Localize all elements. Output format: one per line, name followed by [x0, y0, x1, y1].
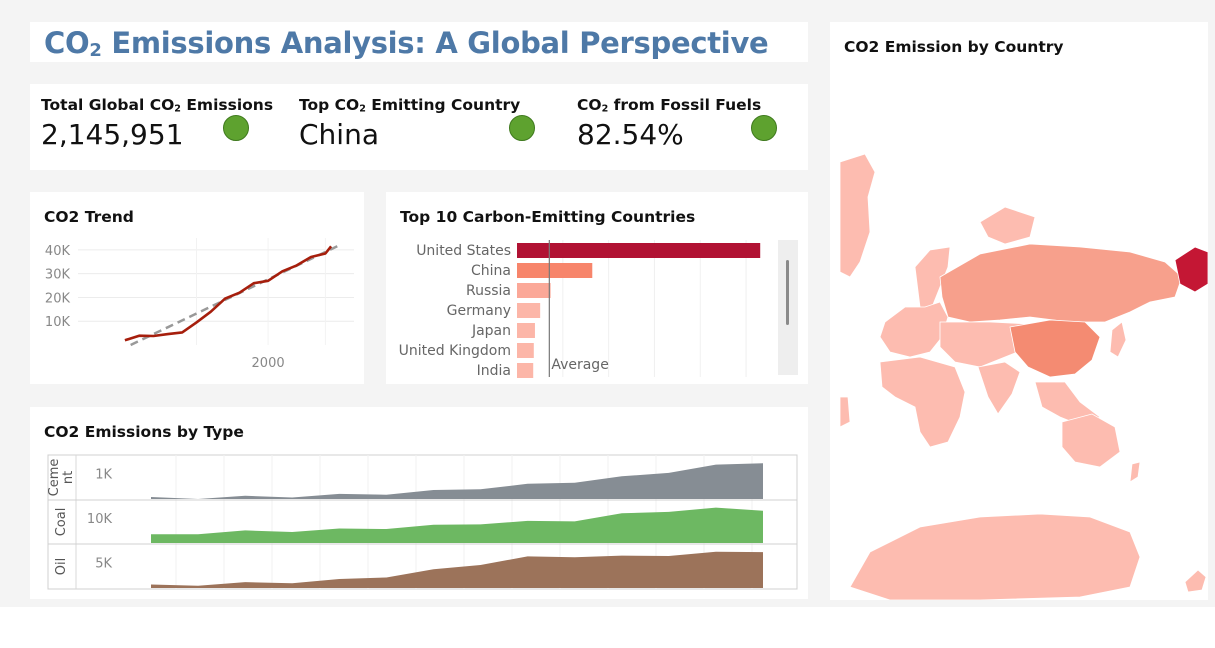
- area-series: [151, 463, 763, 499]
- map-region-arctic-islands: [979, 206, 1036, 245]
- co2-trend-panel: CO2 Trend 40K 30K 20K 10K 2000: [30, 192, 364, 384]
- map-region-central-asia: [939, 321, 1031, 368]
- panel-label-text: Ceme: [47, 459, 62, 497]
- y-tick-label: 10K: [87, 512, 113, 527]
- y-tick-label: 40K: [45, 244, 71, 259]
- map-region-europe: [879, 301, 949, 358]
- co2-trend-chart[interactable]: 40K 30K 20K 10K 2000: [30, 192, 364, 384]
- category-label: United Kingdom: [399, 343, 511, 359]
- map-region-china: [1009, 319, 1101, 378]
- kpi-fossil-fuels[interactable]: CO2 from Fossil Fuels 82.54%: [577, 96, 761, 151]
- y-tick-label: 10K: [45, 315, 71, 330]
- bar: [517, 323, 535, 338]
- status-indicator-icon: [751, 115, 777, 141]
- kpi-top-country[interactable]: Top CO2 Emitting Country China: [299, 96, 520, 151]
- top10-panel: Top 10 Carbon-Emitting Countries United …: [386, 192, 808, 384]
- panel-frame: [47, 454, 798, 590]
- chart-title: CO2 Emission by Country: [844, 38, 1064, 56]
- map-region-north-america: [839, 153, 876, 278]
- map-region-russia: [939, 243, 1183, 323]
- map-region-antarctica: [849, 513, 1141, 600]
- kpi-label: Top CO2 Emitting Country: [299, 96, 521, 115]
- kpi-label: CO2 from Fossil Fuels: [577, 96, 762, 115]
- category-label: China: [471, 263, 511, 279]
- map-region-australia: [1061, 413, 1121, 468]
- map-panel: CO2 Emission by Country: [830, 22, 1208, 600]
- emissions-by-type-panel: CO2 Emissions by Type Ceme nt 1K Coal 10K Oil…: [30, 407, 808, 599]
- bar: [517, 263, 593, 278]
- panel-label: Oil: [54, 558, 69, 575]
- world-map[interactable]: [830, 22, 1208, 600]
- kpi-label: Total Global CO2 Emissions: [41, 96, 274, 115]
- category-label: Russia: [466, 283, 511, 299]
- top10-bar-chart[interactable]: United States China Russia Germany Japan Unit…: [386, 192, 808, 384]
- bar: [517, 303, 541, 318]
- area-series: [151, 507, 763, 543]
- category-label: Germany: [447, 303, 511, 319]
- map-region-new-zealand: [1129, 461, 1141, 483]
- status-indicator-icon: [509, 115, 535, 141]
- panel-label: Coal: [54, 508, 69, 537]
- y-tick-label: 20K: [45, 291, 71, 306]
- kpi-panel: Total Global CO2 Emissions 2,145,951 Top…: [30, 84, 808, 170]
- emissions-by-type-chart[interactable]: Ceme nt 1K Coal 10K Oil 5K: [30, 407, 808, 599]
- chart-title: CO2 Trend: [44, 208, 134, 226]
- y-tick-label: 30K: [45, 268, 71, 283]
- kpi-value: 2,145,951: [41, 118, 184, 151]
- area-series: [151, 551, 763, 588]
- chart-title: CO2 Emissions by Type: [44, 423, 244, 441]
- category-label: United States: [416, 243, 511, 259]
- series-line: [124, 245, 333, 342]
- category-label: India: [477, 363, 511, 379]
- kpi-value: China: [299, 118, 379, 151]
- reference-line-label: Average: [551, 357, 609, 373]
- bar: [517, 343, 534, 358]
- bar: [517, 363, 534, 378]
- map-region-india: [977, 361, 1021, 415]
- map-region-japan: [1109, 321, 1127, 358]
- map-region-antarctica-east: [1184, 569, 1207, 593]
- bar: [517, 243, 761, 258]
- kpi-value: 82.54%: [577, 118, 684, 151]
- map-region-south-america: [839, 396, 851, 428]
- category-label: Japan: [471, 323, 511, 339]
- panel-label: Ceme nt: [47, 459, 76, 497]
- title-panel: CO2 Emissions Analysis: A Global Perspec…: [30, 22, 808, 62]
- kpi-total-emissions[interactable]: Total Global CO2 Emissions 2,145,951: [41, 96, 273, 151]
- scrollbar-thumb[interactable]: [786, 260, 789, 325]
- status-indicator-icon: [223, 115, 249, 141]
- panel-label-text: Coal: [54, 508, 69, 537]
- x-tick-label: 2000: [252, 356, 285, 371]
- bar: [517, 283, 551, 298]
- map-region-africa: [879, 356, 966, 448]
- y-tick-label: 1K: [95, 467, 112, 482]
- panel-label-text: nt: [61, 471, 76, 484]
- map-region-chukotka: [1174, 246, 1208, 293]
- dashboard-title: CO2 Emissions Analysis: A Global Perspec…: [44, 26, 769, 62]
- chart-title: Top 10 Carbon-Emitting Countries: [400, 208, 696, 226]
- y-tick-label: 5K: [95, 556, 112, 571]
- panel-label-text: Oil: [54, 558, 69, 575]
